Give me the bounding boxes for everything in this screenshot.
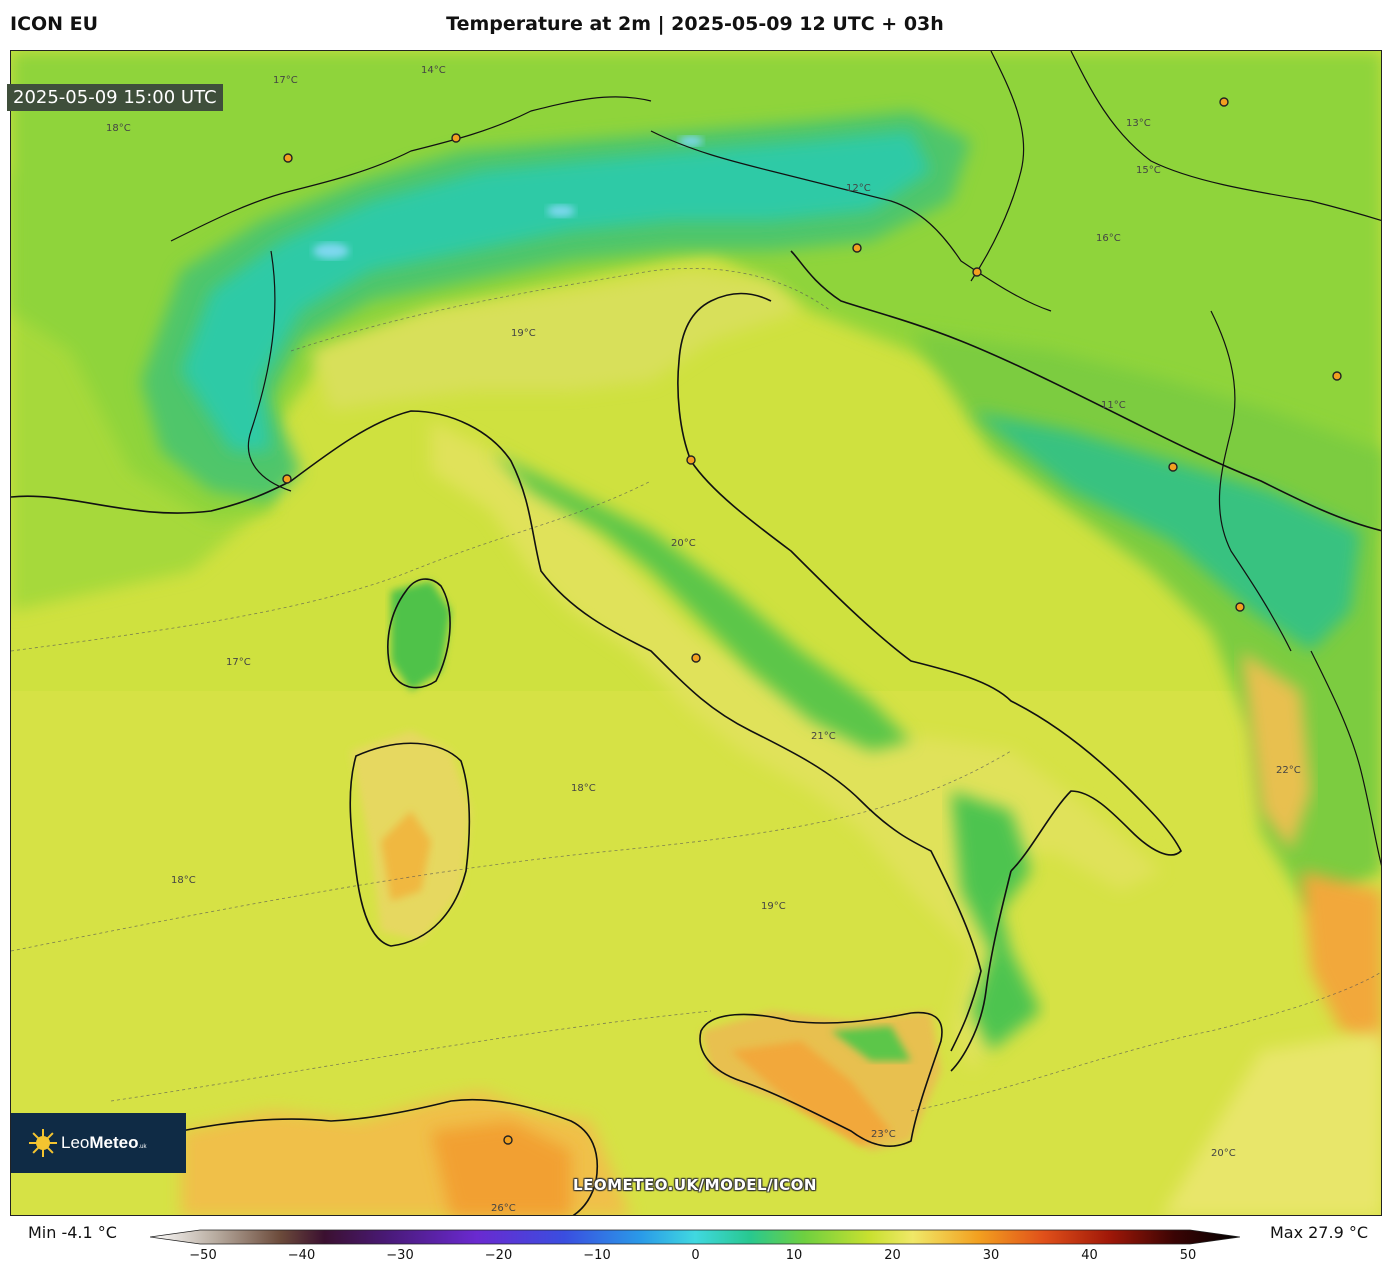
max-temp-label: Max 27.9 °C — [1269, 1223, 1368, 1242]
high-alps — [181, 131, 931, 451]
colorbar-tick-label: 30 — [982, 1248, 1000, 1263]
leometeo-logo: LeoMeteo.uk — [11, 1113, 186, 1173]
contour-label: 17°C — [226, 657, 251, 668]
logo-text-bold: Meteo — [89, 1133, 139, 1152]
colorbar-tick-label: 10 — [785, 1248, 803, 1263]
contour-label: 17°C — [273, 75, 298, 86]
colorbar-tick-label: −20 — [484, 1248, 513, 1263]
chart-title: Temperature at 2m | 2025-05-09 12 UTC + … — [446, 13, 944, 35]
colorbar-tick-label: −10 — [583, 1248, 611, 1263]
model-name: ICON EU — [10, 13, 99, 35]
contour-label: 20°C — [1211, 1148, 1236, 1159]
contour-labels-layer: 17°C 14°C 18°C 16°C 15°C 13°C 12°C 19°C … — [106, 65, 1301, 1214]
contour-label: 16°C — [1096, 233, 1121, 244]
colorbar-tick-label: −50 — [189, 1248, 217, 1263]
contour-label: 18°C — [106, 123, 131, 134]
contour-label: 19°C — [511, 328, 536, 339]
contour-label: 21°C — [811, 731, 836, 742]
contour-label: 26°C — [491, 1203, 516, 1214]
temperature-map: 17°C 14°C 18°C 16°C 15°C 13°C 12°C 19°C … — [10, 50, 1382, 1216]
city-markers — [282, 97, 1342, 1145]
min-temp-label: Min -4.1 °C — [28, 1223, 117, 1242]
contour-label: 20°C — [671, 538, 696, 549]
colorbar-tick-label: 0 — [691, 1248, 700, 1263]
map-canvas — [11, 51, 1381, 1215]
colorbar-tick-label: −30 — [386, 1248, 414, 1263]
po-valley — [311, 271, 801, 411]
contour-label: 11°C — [1101, 400, 1126, 411]
corsica — [391, 581, 451, 691]
colorbar-tick-label: 50 — [1179, 1248, 1197, 1263]
contour-label: 12°C — [846, 183, 871, 194]
colorbar-tick-label: 20 — [884, 1248, 901, 1263]
dinaric-alps — [971, 411, 1361, 651]
isotherms — [11, 268, 1381, 1112]
coastlines — [11, 250, 1381, 1215]
watermark-url: LEOMETEO.UK/MODEL/ICON — [573, 1176, 817, 1194]
contour-label: 15°C — [1136, 165, 1161, 176]
colorbar-tick-label: −40 — [287, 1248, 316, 1263]
valid-time-badge: 2025-05-09 15:00 UTC — [7, 84, 223, 111]
colorbar-gradient — [150, 1229, 1240, 1245]
borders — [170, 51, 1381, 867]
contour-label: 22°C — [1276, 765, 1301, 776]
contour-label: 19°C — [761, 901, 786, 912]
logo-text-suffix: .uk — [138, 1144, 147, 1150]
apennines — [491, 451, 911, 751]
colorbar: Min -4.1 °C −50 −40 −30 −20 −10 0 10 20 30 40 50 M… — [0, 1220, 1390, 1263]
sun-icon — [29, 1129, 57, 1157]
contour-label: 18°C — [571, 783, 596, 794]
contour-label: 14°C — [421, 65, 446, 76]
contour-label: 13°C — [1126, 118, 1151, 129]
colorbar-tick-label: 40 — [1081, 1248, 1098, 1263]
contour-label: 18°C — [171, 875, 196, 886]
greece-warm — [1301, 871, 1381, 1051]
contour-label: 23°C — [871, 1129, 896, 1140]
logo-text-light: Leo — [61, 1133, 90, 1152]
